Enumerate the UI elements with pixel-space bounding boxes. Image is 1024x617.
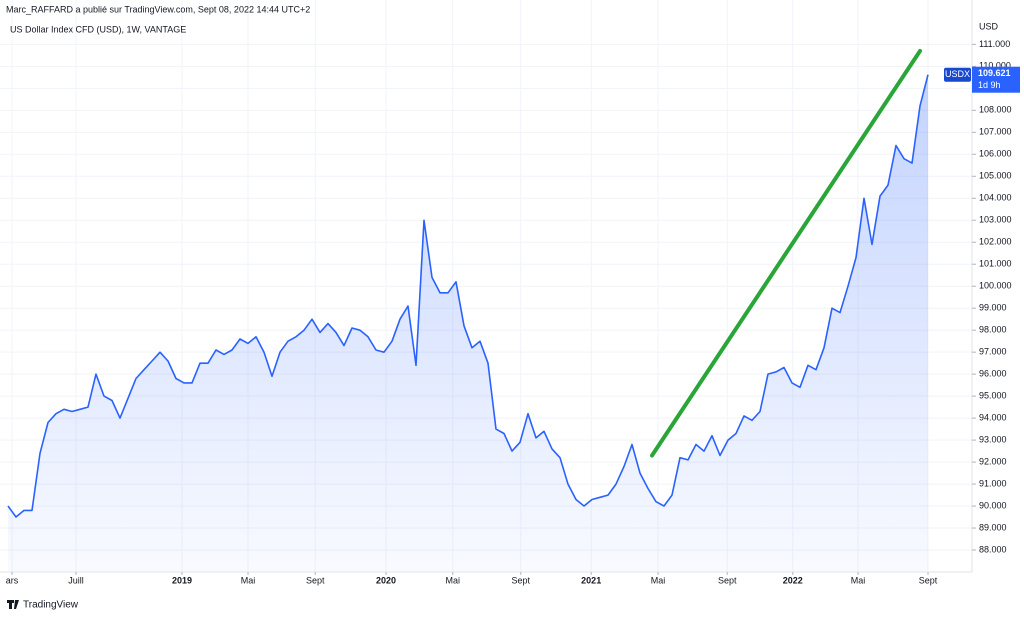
brand: TradingView — [7, 600, 79, 611]
last-price-badge — [972, 66, 1020, 93]
area-fill — [8, 74, 928, 572]
y-tick-label: 103.000 — [979, 215, 1012, 225]
y-tick-label: 106.000 — [979, 149, 1012, 159]
y-axis-label: USD — [979, 21, 999, 31]
x-tick-label: Mai — [446, 575, 461, 585]
y-tick-label: 101.000 — [979, 259, 1012, 269]
x-tick-label: 2022 — [783, 575, 803, 585]
y-tick-label: 105.000 — [979, 171, 1012, 181]
y-tick-label: 95.000 — [979, 391, 1007, 401]
y-tick-label: 100.000 — [979, 281, 1012, 291]
brand-logo — [7, 600, 19, 609]
y-tick-label: 96.000 — [979, 369, 1007, 379]
last-price-label: 109.621 — [978, 68, 1011, 78]
x-tick-label: 2020 — [376, 575, 396, 585]
y-tick-label: 93.000 — [979, 434, 1007, 444]
y-tick-label: 98.000 — [979, 325, 1007, 335]
x-tick-label: Sept — [512, 575, 531, 585]
byline: Marc_RAFFARD a publié sur TradingView.co… — [6, 4, 310, 14]
chart-title: US Dollar Index CFD (USD), 1W, VANTAGE — [10, 24, 186, 34]
symbol-label: USDX — [945, 69, 970, 79]
y-tick-label: 99.000 — [979, 303, 1007, 313]
x-tick-label: Mai — [651, 575, 666, 585]
y-tick-label: 89.000 — [979, 522, 1007, 532]
y-tick-label: 97.000 — [979, 347, 1007, 357]
symbol-badge — [944, 67, 971, 82]
y-tick-label: 102.000 — [979, 237, 1012, 247]
price-line — [7, 74, 929, 518]
x-tick-label: Sept — [919, 575, 938, 585]
x-tick-label: Sept — [718, 575, 737, 585]
y-tick-label: 111.000 — [979, 39, 1010, 49]
x-tick-label: Juill — [68, 575, 84, 585]
x-tick-label: ars — [6, 575, 19, 585]
trend-line — [650, 48, 922, 458]
y-tick-label: 104.000 — [979, 193, 1012, 203]
y-tick-label: 90.000 — [979, 500, 1007, 510]
x-tick-label: Mai — [851, 575, 866, 585]
countdown-label: 1d 9h — [978, 80, 1001, 90]
x-tick-label: Sept — [306, 575, 325, 585]
y-tick-label: 92.000 — [979, 456, 1007, 466]
plot — [7, 74, 929, 572]
y-tick-label: 88.000 — [979, 544, 1007, 554]
x-tick-label: 2021 — [581, 575, 601, 585]
y-tick-label: 107.000 — [979, 127, 1012, 137]
x-tick-label: Mai — [241, 575, 256, 585]
y-tick-label: 94.000 — [979, 412, 1007, 422]
y-tick-label: 110.000 — [979, 61, 1011, 71]
y-tick-label: 91.000 — [979, 478, 1007, 488]
x-tick-label: 2019 — [172, 575, 192, 585]
brand-name: TradingView — [23, 600, 79, 611]
y-tick-label: 108.000 — [979, 105, 1012, 115]
